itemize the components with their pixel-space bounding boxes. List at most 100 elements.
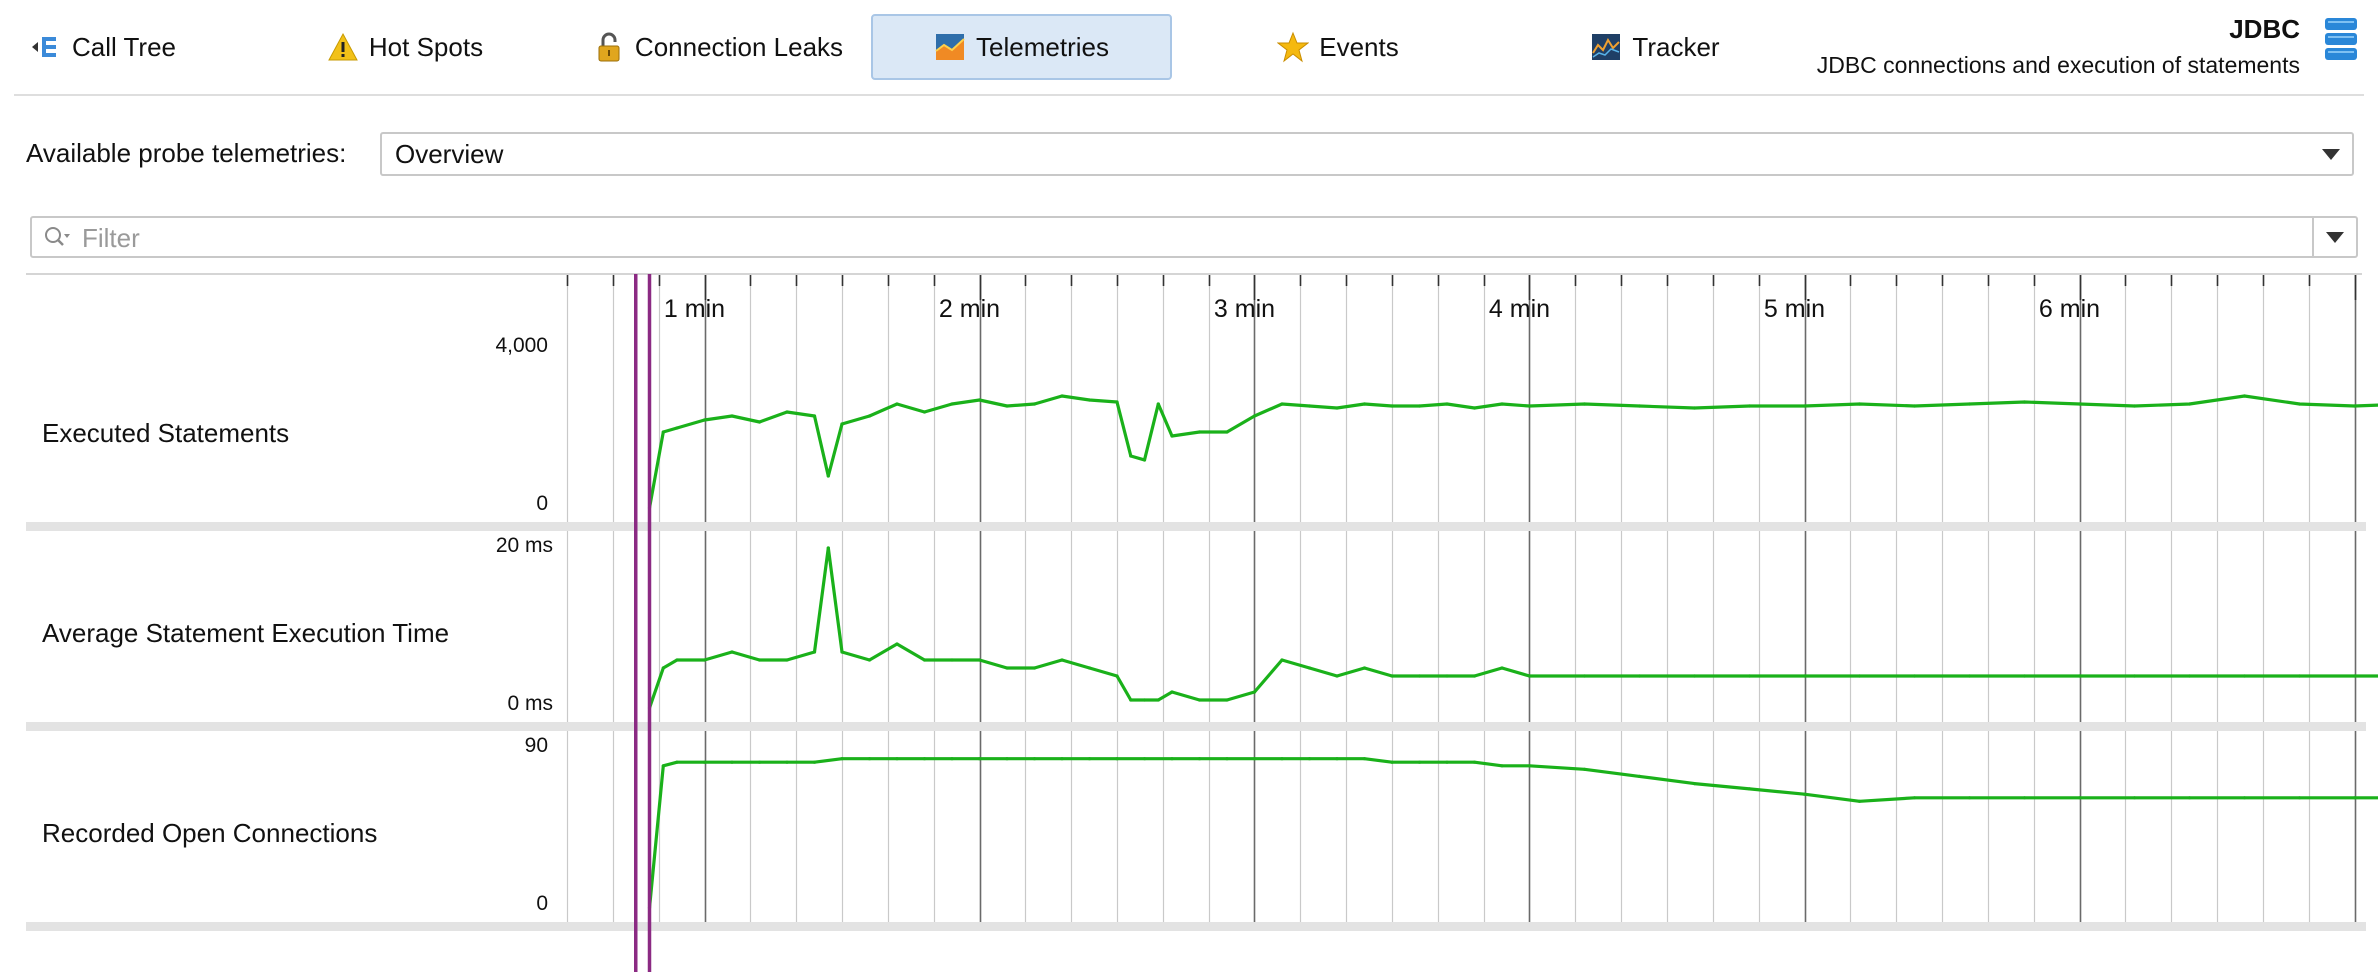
data-point <box>1032 757 1037 761</box>
data-point <box>826 546 830 550</box>
data-point <box>867 414 872 418</box>
data-point <box>840 757 844 761</box>
data-point <box>1280 658 1284 662</box>
data-point <box>1032 666 1037 670</box>
tab-label: Call Tree <box>71 31 177 62</box>
data-point <box>1280 757 1284 761</box>
data-point <box>1307 666 1312 670</box>
data-point <box>812 760 817 764</box>
tab-label: Hot Spots <box>368 31 484 62</box>
data-point <box>1197 430 1202 434</box>
time-label: 1 min <box>664 295 725 323</box>
series-line <box>647 757 2378 909</box>
ytick-executed-min: 0 <box>536 492 548 515</box>
data-point <box>895 402 899 406</box>
data-point <box>1582 402 1587 406</box>
data-point <box>1087 757 1092 761</box>
tab-call-tree[interactable]: Call Tree <box>18 14 188 80</box>
data-point <box>1582 767 1587 771</box>
data-point <box>1417 674 1422 678</box>
data-point <box>1390 760 1394 764</box>
data-point <box>1335 674 1339 678</box>
data-point <box>757 420 762 424</box>
data-point <box>1527 674 1532 678</box>
data-point <box>1005 666 1009 670</box>
data-point <box>2077 796 2082 800</box>
data-point <box>1472 406 1477 410</box>
data-point <box>1225 757 1229 761</box>
data-point <box>1802 674 1807 678</box>
data-point <box>977 398 982 402</box>
data-point <box>2077 674 2082 678</box>
data-point <box>840 422 844 426</box>
data-point <box>1692 674 1697 678</box>
data-point <box>2022 674 2027 678</box>
tab-connection-leaks[interactable]: Connection Leaks <box>578 14 858 80</box>
data-point <box>2022 796 2027 800</box>
data-point <box>1225 430 1229 434</box>
data-point <box>1060 757 1064 761</box>
time-label: 4 min <box>1489 295 1550 323</box>
data-point <box>1362 666 1367 670</box>
data-point <box>1115 674 1119 678</box>
ytick-connections-min: 0 <box>536 892 548 915</box>
data-point <box>1060 658 1064 662</box>
tab-divider <box>14 94 2364 96</box>
data-point <box>1252 690 1257 694</box>
database-icon <box>2322 16 2360 64</box>
telemetry-select[interactable]: Overview <box>380 132 2354 176</box>
data-point <box>826 474 830 478</box>
data-point <box>812 414 817 418</box>
data-point <box>1156 698 1160 702</box>
data-point <box>950 658 954 662</box>
tab-label: Telemetries <box>976 31 1109 62</box>
ytick-exec-time-max: 20 ms <box>495 534 553 557</box>
data-point <box>757 658 762 662</box>
telemetry-select-value: Overview <box>395 139 504 169</box>
data-point <box>1417 760 1422 764</box>
data-point <box>675 658 679 662</box>
data-point <box>1500 666 1504 670</box>
data-point <box>977 658 982 662</box>
data-point <box>661 764 665 768</box>
filter-input[interactable] <box>80 220 2284 256</box>
data-point <box>1032 402 1037 406</box>
tab-telemetries[interactable]: Telemetries <box>871 14 1172 80</box>
data-point <box>2352 796 2357 800</box>
data-point <box>2187 796 2192 800</box>
chevron-down-icon <box>2322 149 2340 160</box>
data-point <box>661 666 665 670</box>
data-point <box>1857 402 1862 406</box>
data-point <box>1472 674 1477 678</box>
data-point <box>1747 674 1752 678</box>
data-point <box>1500 402 1504 406</box>
tab-hot-spots[interactable]: Hot Spots <box>310 14 500 80</box>
data-point <box>785 658 789 662</box>
data-point <box>922 658 927 662</box>
data-point <box>1390 404 1394 408</box>
data-point <box>1967 674 1972 678</box>
tab-events[interactable]: Events <box>1258 14 1418 80</box>
data-point <box>2187 674 2192 678</box>
data-point <box>812 650 817 654</box>
time-label: 2 min <box>939 295 1000 323</box>
data-point <box>922 757 927 761</box>
data-point <box>1637 674 1642 678</box>
data-point <box>1280 402 1284 406</box>
data-point <box>1582 674 1587 678</box>
data-point <box>730 760 734 764</box>
filter-history-dropdown[interactable] <box>2312 218 2356 256</box>
data-point <box>2242 674 2247 678</box>
tracker-icon <box>1590 31 1622 63</box>
data-point <box>1005 404 1009 408</box>
view-tab-bar: Call Tree Hot Spots Connection Leaks <box>0 0 2378 95</box>
ytick-exec-time-min: 0 ms <box>507 692 553 715</box>
search-icon <box>42 224 72 252</box>
warning-icon <box>327 31 359 63</box>
data-point <box>1335 757 1339 761</box>
data-point <box>2077 402 2082 406</box>
row-label-executed-statements: Executed Statements <box>42 418 290 448</box>
row-label-open-connections: Recorded Open Connections <box>42 818 378 848</box>
tab-tracker[interactable]: Tracker <box>1565 14 1745 80</box>
